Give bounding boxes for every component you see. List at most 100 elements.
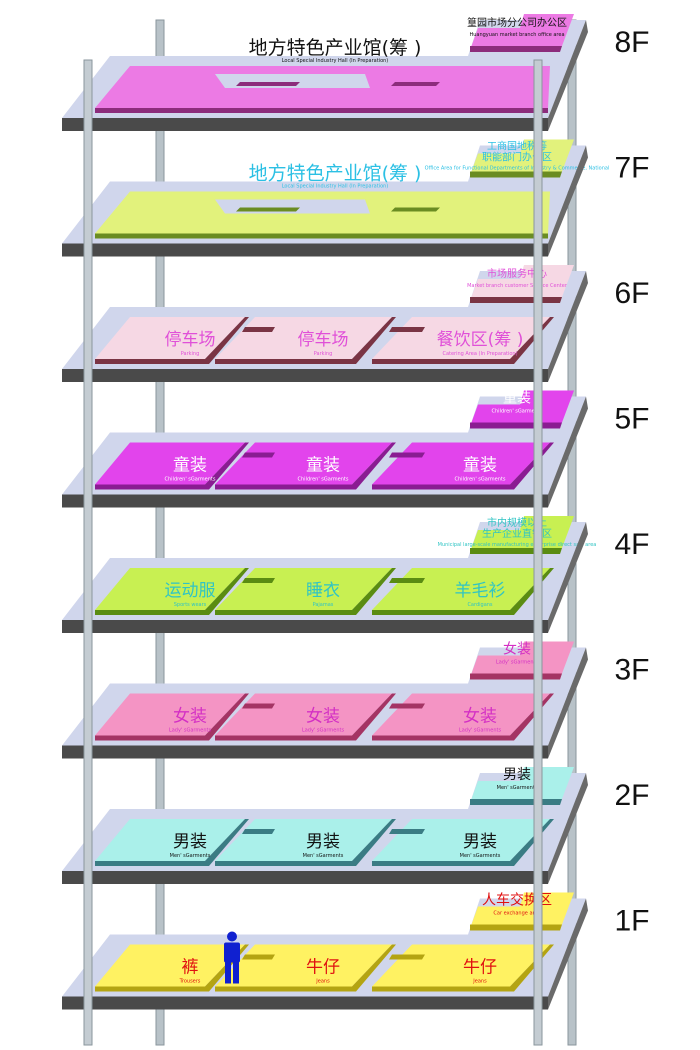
corridor-edge	[389, 452, 425, 458]
zone-edge	[215, 735, 352, 741]
zone-label: 童装	[173, 456, 207, 476]
zone-edge	[215, 484, 352, 490]
floor-slab-side	[548, 271, 588, 382]
zone-edge	[215, 610, 352, 615]
pillar	[83, 59, 93, 1046]
zone-sublabel: Children' sGarments	[298, 477, 349, 483]
corner-zone-label: 童装	[503, 390, 531, 407]
zone-label: 童装	[463, 456, 497, 476]
zone-sublabel: Children' sGarments	[165, 477, 216, 483]
zone-side	[352, 568, 396, 615]
zone	[95, 568, 245, 610]
corner-zone-sublabel: Lady' sGarments	[496, 660, 539, 666]
zone-side	[205, 317, 249, 364]
corridor-edge	[389, 578, 425, 583]
floor-slab-front	[62, 745, 548, 759]
zone-edge	[372, 986, 510, 992]
zone-edge	[95, 359, 205, 364]
zone-sublabel: Local Special Industry Hall (In Preparat…	[282, 184, 389, 190]
zone-edge	[372, 735, 510, 741]
zone-label: 停车场	[165, 330, 216, 350]
zone-label: 女装	[306, 707, 340, 727]
zone-label: 男装	[173, 832, 207, 852]
zone-edge	[95, 484, 205, 490]
floor-6f[interactable]: 市场服务中心 Market branch customer Service Cen…	[62, 265, 650, 382]
corner-zone-label: 女装	[503, 641, 531, 658]
zone	[95, 693, 245, 736]
zone-sublabel: Jeans	[472, 979, 487, 985]
corridor-edge	[389, 703, 425, 709]
zone-sublabel: Catering Area (In Preparation)	[442, 351, 517, 357]
corner-zone	[470, 767, 574, 803]
corridor-edge	[391, 82, 440, 86]
zone-label: 牛仔	[463, 958, 497, 978]
person-icon	[224, 931, 240, 984]
floor-slab-side	[548, 396, 588, 508]
corridor-edge	[242, 578, 275, 583]
zone-edge	[372, 861, 510, 866]
zone-sublabel: Lady' sGarments	[459, 728, 502, 734]
zone-side	[205, 442, 249, 490]
corner-zone-edge	[470, 422, 562, 429]
corner-zone	[470, 892, 574, 929]
corner-zone	[470, 390, 574, 427]
floor-slab-front	[62, 996, 548, 1010]
corridor-edge	[389, 954, 425, 960]
zone-edge	[95, 861, 205, 866]
zone-side	[510, 944, 554, 992]
zone-edge	[215, 359, 352, 364]
zone-sublabel: Men' sGarments	[170, 853, 211, 859]
floor-slab-side	[548, 145, 588, 257]
zone-sublabel: Lady' sGarments	[302, 728, 345, 734]
zone-edge	[95, 233, 548, 239]
corridor-edge	[242, 703, 275, 709]
zone-edge	[95, 610, 205, 615]
floor-level-label: 8F	[614, 26, 649, 59]
zone-label: 牛仔	[306, 958, 340, 978]
zone-side	[352, 693, 396, 741]
zone-label: 停车场	[298, 330, 349, 350]
zone-sublabel: Pajamas	[313, 602, 334, 608]
corner-zone	[470, 516, 574, 552]
corridor-edge	[242, 954, 275, 960]
zone-label: 餐饮区(筹 )	[437, 330, 524, 350]
corner-zone-label: 篁园市场分公司办公区	[467, 16, 567, 29]
zone-label: 睡衣	[306, 581, 340, 601]
corridor-edge	[242, 452, 275, 458]
floor-level-label: 5F	[614, 403, 649, 436]
corridor-edge	[391, 207, 440, 212]
zone-edge	[95, 986, 205, 992]
zone	[95, 819, 245, 861]
zone	[95, 317, 245, 359]
zone-label: 裤	[182, 958, 199, 978]
zone-side	[352, 442, 396, 490]
floor-slab-side	[548, 647, 588, 759]
floor-slab-front	[62, 118, 548, 131]
zone-side	[352, 819, 396, 866]
corner-zone-sublabel: Municipal large-scale manufacturing ente…	[438, 542, 597, 548]
zone-side	[352, 317, 396, 364]
corner-zone-edge	[470, 673, 562, 680]
corner-zone	[470, 265, 574, 301]
zone	[95, 442, 245, 485]
floor-8f[interactable]: 篁园市场分公司办公区 Huangyuan market branch office…	[62, 14, 650, 131]
zone-sublabel: Lady' sGarments	[169, 728, 212, 734]
zone-edge	[372, 610, 510, 615]
zone-sublabel: Children' sGarments	[455, 477, 506, 483]
floor-slab-front	[62, 494, 548, 508]
corner-zone-edge	[470, 297, 562, 303]
zone-label: 男装	[463, 832, 497, 852]
zone-side	[510, 317, 554, 364]
zone-side	[510, 819, 554, 866]
corner-zone	[470, 139, 574, 176]
zone-label: 女装	[463, 707, 497, 727]
corner-zone-sublabel: Market branch customer Service Center	[467, 283, 568, 289]
zone-sublabel: Trousers	[179, 979, 201, 985]
floor-slab-side	[548, 773, 588, 884]
